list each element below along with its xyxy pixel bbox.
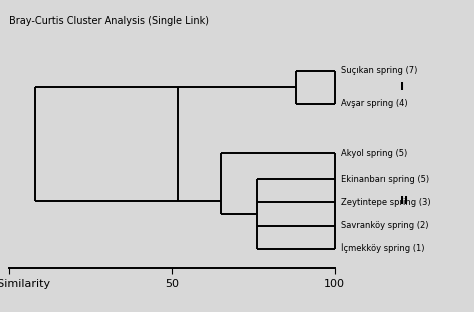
Text: Suçıkan spring (7): Suçıkan spring (7) bbox=[341, 66, 418, 75]
Text: Zeytintepe spring (3): Zeytintepe spring (3) bbox=[341, 198, 431, 207]
Text: I: I bbox=[400, 82, 403, 92]
Text: Ekinanbarı spring (5): Ekinanbarı spring (5) bbox=[341, 175, 429, 184]
Text: Savranköy spring (2): Savranköy spring (2) bbox=[341, 221, 428, 230]
Text: Avşar spring (4): Avşar spring (4) bbox=[341, 99, 408, 108]
Text: Bray-Curtis Cluster Analysis (Single Link): Bray-Curtis Cluster Analysis (Single Lin… bbox=[9, 16, 210, 26]
Text: Akyol spring (5): Akyol spring (5) bbox=[341, 149, 407, 158]
Text: İçmekköy spring (1): İçmekköy spring (1) bbox=[341, 244, 425, 253]
Text: II: II bbox=[400, 196, 408, 206]
